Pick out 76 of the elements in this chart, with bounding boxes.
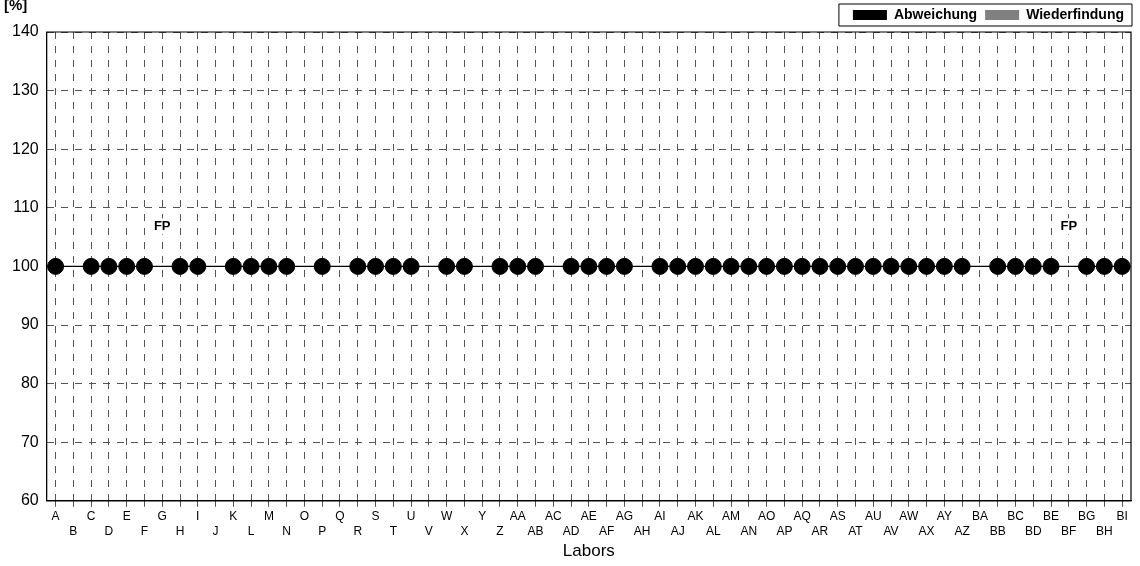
y-tick-label: 80: [20, 374, 39, 392]
x-tick-label: S: [371, 509, 380, 524]
x-tick-label: AX: [918, 523, 935, 538]
x-tick-label: AI: [654, 509, 666, 524]
x-tick-label: P: [318, 523, 327, 538]
x-tick-label: AW: [899, 509, 919, 524]
x-tick-label: AK: [687, 509, 704, 524]
y-tick-label: 110: [13, 198, 39, 216]
x-tick-label: AA: [509, 509, 526, 524]
x-tick-label: V: [424, 523, 433, 538]
x-tick-label: AJ: [670, 523, 685, 538]
y-axis-title: [%]: [4, 0, 28, 14]
x-tick-label: AT: [848, 523, 864, 538]
x-tick-label: E: [122, 509, 131, 524]
legend-label: Wiederfindung: [1026, 5, 1125, 22]
y-tick-label: 130: [11, 81, 39, 99]
y-tick-label: 120: [11, 139, 39, 157]
x-tick-label: F: [140, 523, 149, 538]
x-tick-label: AV: [883, 523, 899, 538]
x-tick-label: AR: [811, 523, 829, 538]
x-tick-label: K: [229, 509, 238, 524]
x-tick-label: Z: [496, 523, 504, 538]
x-tick-label: BH: [1096, 523, 1113, 538]
x-tick-label: AZ: [954, 523, 970, 538]
y-tick-label: 60: [20, 491, 39, 509]
y-tick-label: 70: [20, 432, 39, 450]
x-tick-label: I: [196, 509, 200, 524]
x-tick-label: C: [86, 509, 96, 524]
x-tick-label: AS: [829, 509, 846, 524]
x-tick-label: AC: [544, 509, 562, 524]
x-tick-label: Q: [335, 509, 345, 524]
x-tick-label: AY: [936, 509, 952, 524]
x-tick-label: AD: [562, 523, 580, 538]
x-tick-label: BC: [1007, 509, 1025, 524]
x-tick-label: M: [263, 509, 274, 524]
annotation: FP: [153, 217, 171, 233]
x-tick-label: A: [51, 509, 60, 524]
x-tick-label: R: [353, 523, 363, 538]
x-tick-label: BE: [1043, 509, 1060, 524]
legend-label: Abweichung: [893, 5, 978, 22]
x-axis-title: Labors: [562, 541, 615, 561]
x-tick-label: AL: [705, 523, 721, 538]
x-tick-label: BB: [989, 523, 1006, 538]
x-tick-label: AU: [864, 509, 882, 524]
x-tick-label: G: [157, 509, 167, 524]
x-tick-label: BG: [1077, 509, 1096, 524]
y-tick-label: 100: [11, 256, 39, 274]
annotation: FP: [1060, 217, 1078, 233]
x-tick-label: AE: [580, 509, 597, 524]
x-tick-label: AH: [633, 523, 651, 538]
x-tick-label: J: [212, 523, 219, 538]
x-tick-label: O: [299, 509, 310, 524]
x-tick-label: BA: [971, 509, 988, 524]
x-tick-label: Y: [478, 509, 487, 524]
x-tick-label: N: [282, 523, 291, 538]
x-tick-label: BD: [1024, 523, 1042, 538]
x-tick-label: X: [460, 523, 469, 538]
x-tick-label: AF: [598, 523, 615, 538]
x-tick-label: AP: [776, 523, 793, 538]
x-tick-label: L: [247, 523, 255, 538]
x-tick-label: AG: [615, 509, 634, 524]
x-tick-label: BI: [1116, 509, 1128, 524]
x-tick-label: T: [389, 523, 398, 538]
x-tick-label: AB: [527, 523, 544, 538]
x-tick-label: AO: [757, 509, 776, 524]
y-tick-label: 90: [20, 315, 39, 333]
x-tick-label: AN: [740, 523, 758, 538]
x-tick-label: AQ: [793, 509, 811, 524]
y-tick-label: 140: [11, 22, 39, 40]
x-tick-label: H: [175, 523, 185, 538]
x-tick-label: D: [104, 523, 114, 538]
x-tick-label: B: [69, 523, 78, 538]
x-tick-label: U: [406, 509, 416, 524]
x-tick-label: W: [440, 509, 453, 524]
x-tick-label: AM: [722, 509, 741, 524]
x-tick-label: BF: [1061, 523, 1077, 538]
